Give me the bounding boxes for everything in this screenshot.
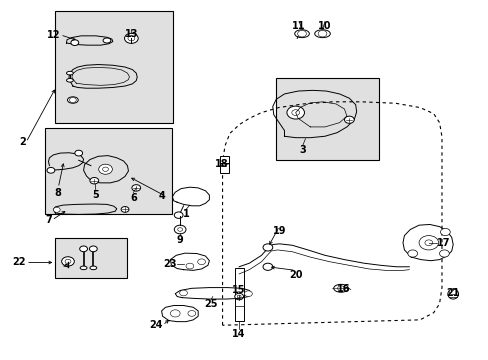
Text: 10: 10 — [318, 22, 331, 31]
Circle shape — [418, 235, 438, 250]
Text: 4: 4 — [159, 191, 165, 201]
Circle shape — [71, 40, 79, 45]
Ellipse shape — [294, 30, 309, 38]
Circle shape — [407, 250, 417, 257]
Circle shape — [53, 207, 60, 212]
Text: 17: 17 — [436, 238, 449, 248]
Circle shape — [234, 293, 243, 300]
Circle shape — [291, 110, 299, 116]
Bar — [234, 267, 243, 320]
Circle shape — [90, 177, 99, 184]
Text: 11: 11 — [292, 22, 305, 31]
Bar — [220, 156, 228, 173]
Ellipse shape — [447, 289, 458, 299]
Bar — [55, 12, 173, 123]
Text: 2: 2 — [19, 138, 26, 147]
Circle shape — [448, 289, 456, 295]
Bar — [44, 128, 172, 214]
Circle shape — [170, 310, 180, 317]
Circle shape — [47, 167, 55, 173]
Circle shape — [177, 228, 182, 231]
Circle shape — [61, 257, 74, 266]
Circle shape — [185, 263, 193, 269]
Ellipse shape — [66, 78, 73, 82]
Text: 18: 18 — [215, 159, 228, 169]
Text: 25: 25 — [204, 299, 218, 309]
Ellipse shape — [67, 97, 78, 103]
Circle shape — [80, 246, 87, 252]
Circle shape — [124, 33, 138, 43]
Text: 9: 9 — [176, 234, 183, 244]
Circle shape — [174, 212, 183, 219]
Text: 3: 3 — [299, 145, 306, 155]
Circle shape — [424, 240, 432, 246]
Text: 15: 15 — [232, 285, 245, 296]
Circle shape — [89, 246, 97, 252]
Text: 12: 12 — [46, 30, 60, 40]
Bar — [276, 78, 378, 160]
Ellipse shape — [333, 284, 347, 292]
Text: 13: 13 — [124, 29, 138, 39]
Text: 6: 6 — [130, 193, 137, 203]
Ellipse shape — [80, 266, 87, 270]
Circle shape — [128, 36, 135, 41]
Text: 16: 16 — [337, 284, 350, 294]
Circle shape — [263, 244, 272, 251]
Circle shape — [197, 259, 205, 265]
Circle shape — [132, 185, 141, 191]
Text: 21: 21 — [446, 288, 459, 298]
Circle shape — [244, 291, 252, 297]
Circle shape — [297, 31, 306, 37]
Text: 22: 22 — [13, 257, 26, 267]
Circle shape — [187, 311, 195, 316]
Circle shape — [69, 98, 76, 103]
Circle shape — [344, 116, 353, 123]
Circle shape — [318, 31, 326, 37]
Circle shape — [440, 228, 449, 235]
Text: 7: 7 — [45, 215, 52, 225]
Text: 23: 23 — [163, 259, 177, 269]
Circle shape — [102, 167, 108, 171]
Text: 5: 5 — [92, 190, 99, 200]
Bar — [55, 238, 127, 278]
Ellipse shape — [66, 71, 73, 75]
Text: 14: 14 — [232, 329, 245, 339]
Ellipse shape — [314, 30, 330, 38]
Text: 19: 19 — [272, 226, 286, 236]
Text: 20: 20 — [288, 270, 302, 280]
Ellipse shape — [90, 266, 97, 270]
Circle shape — [65, 259, 71, 264]
Circle shape — [99, 164, 112, 174]
Circle shape — [179, 290, 187, 296]
Circle shape — [439, 250, 448, 257]
Text: 8: 8 — [55, 188, 61, 198]
Circle shape — [121, 207, 129, 212]
Circle shape — [75, 150, 82, 156]
Circle shape — [174, 225, 185, 234]
Circle shape — [263, 263, 272, 270]
Text: 24: 24 — [149, 320, 162, 330]
Circle shape — [286, 106, 304, 119]
Circle shape — [237, 295, 241, 298]
Ellipse shape — [103, 38, 111, 43]
Text: 1: 1 — [182, 210, 189, 219]
Circle shape — [337, 286, 344, 291]
